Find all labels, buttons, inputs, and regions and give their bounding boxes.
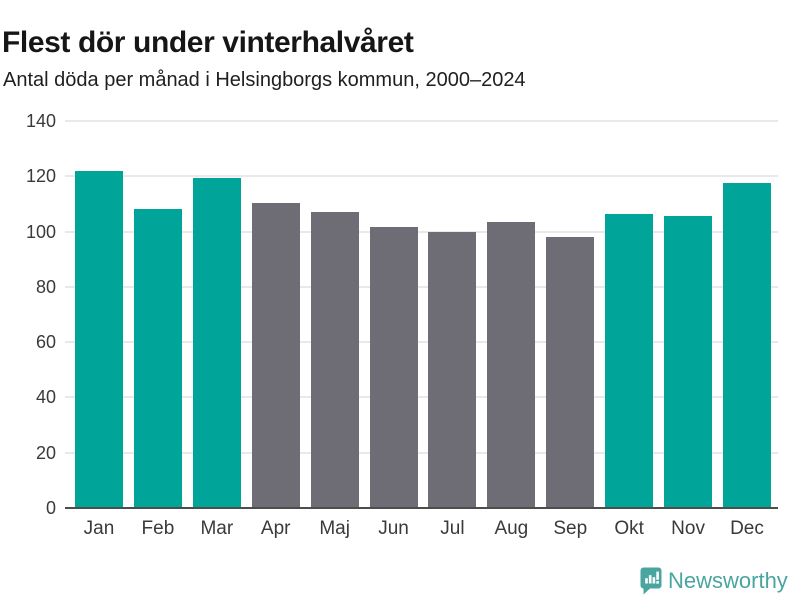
bars-row (75, 121, 771, 508)
bar-nov (664, 216, 713, 508)
newsworthy-speech-bubble-bar-chart-icon (639, 566, 663, 596)
x-tick-label-jul: Jul (440, 518, 465, 539)
x-tick-label-feb: Feb (141, 518, 175, 539)
x-tick-label-mar: Mar (200, 518, 234, 539)
bar-dec (722, 183, 771, 508)
y-tick-label-60: 60 (35, 332, 56, 353)
bar-maj (310, 212, 359, 508)
x-tick-label-jan: Jan (83, 518, 115, 539)
x-axis-line (65, 507, 778, 509)
gridline-y-20 (65, 451, 778, 454)
gridline-y-100 (65, 230, 778, 233)
x-tick-label-nov: Nov (671, 518, 705, 539)
gridline-y-40 (65, 396, 778, 399)
bar-jul (428, 231, 477, 508)
y-tick-label-0: 0 (45, 498, 56, 518)
bar-feb (133, 209, 182, 508)
gridline-y-140 (65, 120, 778, 122)
chart-title: Flest dör under vinterhalvåret (2, 26, 414, 60)
y-tick-label-140: 140 (25, 111, 56, 131)
x-tick-label-sep: Sep (553, 518, 588, 539)
gridline-y-120 (65, 175, 778, 178)
y-tick-label-100: 100 (25, 221, 56, 242)
bar-jan (75, 170, 123, 508)
x-tick-label-jun: Jun (378, 518, 409, 539)
y-tick-label-20: 20 (35, 442, 56, 463)
bar-mar (192, 177, 241, 508)
x-tick-label-dec: Dec (730, 518, 764, 539)
x-tick-label-maj: Maj (319, 518, 350, 539)
x-tick-label-aug: Aug (494, 518, 529, 539)
bar-apr (251, 202, 300, 508)
x-tick-label-okt: Okt (614, 518, 644, 539)
bar-okt (605, 213, 654, 508)
plot-area (65, 120, 778, 508)
newsworthy-brand-name: Newsworthy (668, 568, 788, 593)
gridline-y-60 (65, 341, 778, 344)
x-axis-tick-labels: Jan Feb Mar Apr Maj Jun Jul Aug Sep Okt Nov Dec (75, 518, 771, 540)
bar-sep (546, 237, 595, 508)
chart-subtitle: Antal döda per månad i Helsingborgs komm… (3, 69, 526, 91)
newsworthy-logo[interactable]: Newsworthy (639, 565, 788, 597)
x-tick-label-apr: Apr (260, 518, 291, 539)
bar-jun (369, 227, 418, 508)
y-tick-label-40: 40 (35, 387, 56, 408)
bar-aug (487, 221, 536, 508)
gridline-y-80 (65, 285, 778, 288)
y-axis-tick-labels: 0 20 40 60 80 100 120 140 (0, 112, 56, 517)
y-tick-label-120: 120 (25, 166, 56, 187)
y-tick-label-80: 80 (35, 276, 56, 297)
